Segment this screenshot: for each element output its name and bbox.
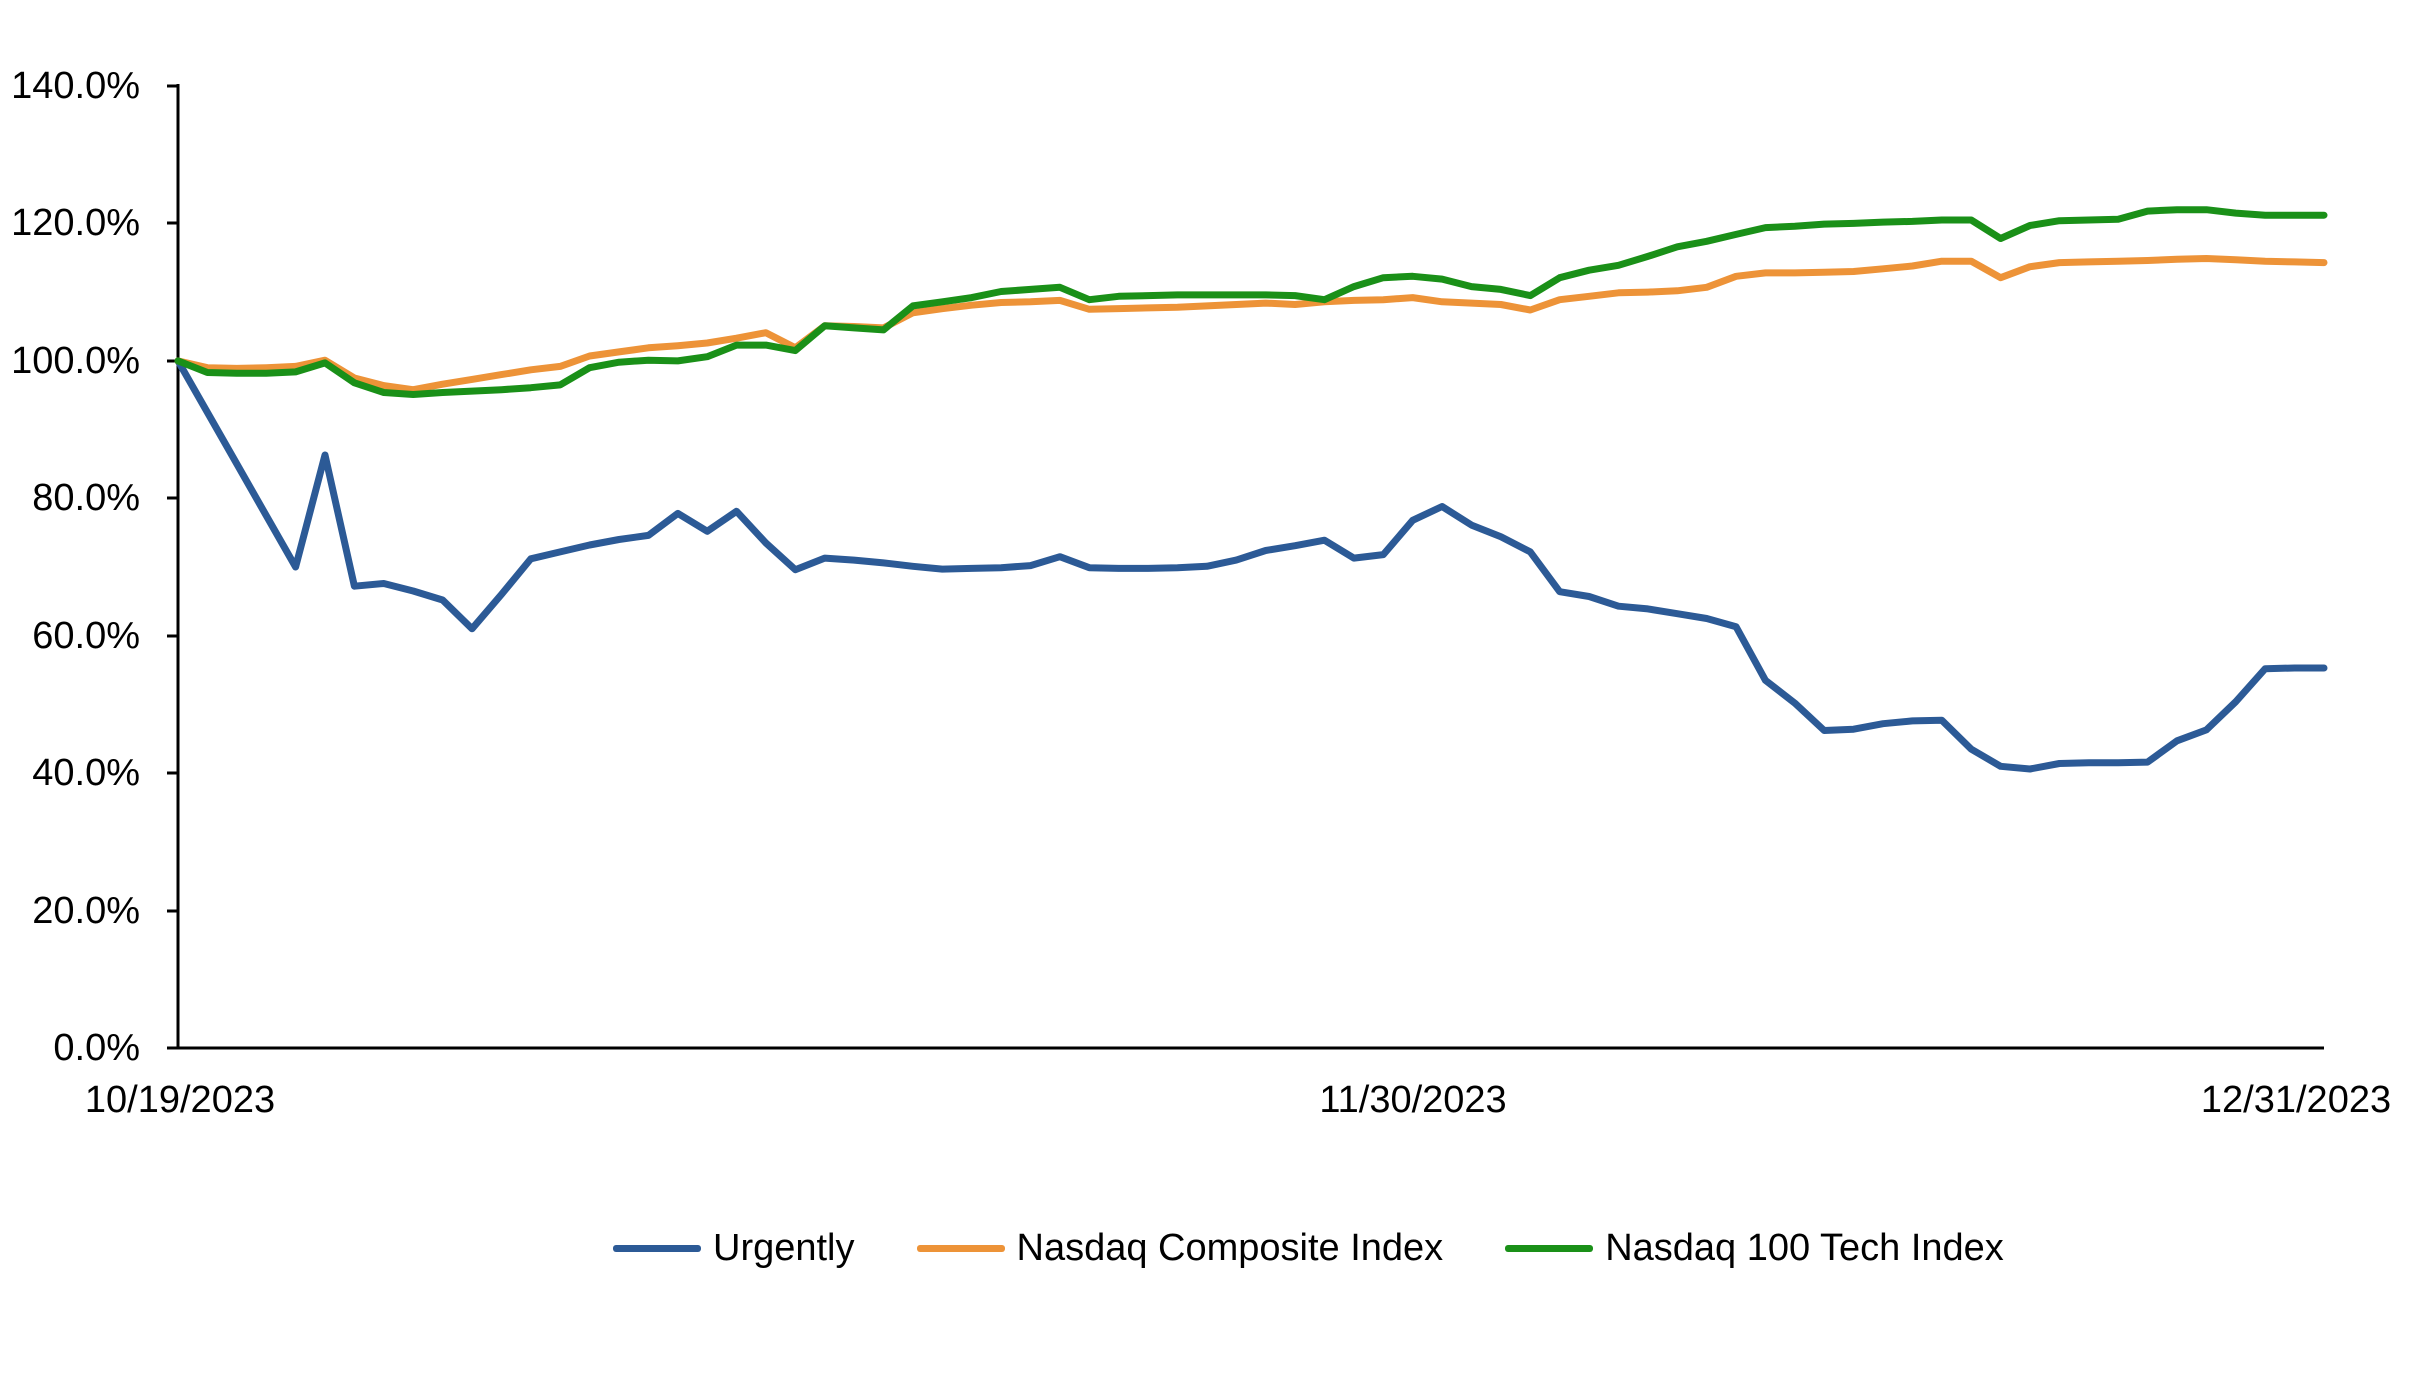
legend-swatch-nasdaq-100-tech-icon (1505, 1244, 1594, 1252)
legend-label-nasdaq-100-tech: Nasdaq 100 Tech Index (1605, 1226, 2004, 1269)
series-line-nasdaq-100-tech-index (174, 206, 2328, 398)
legend-item-nasdaq-composite: Nasdaq Composite Index (916, 1226, 1444, 1270)
legend: Urgently Nasdaq Composite Index Nasdaq 1… (613, 1222, 2004, 1274)
legend-label-nasdaq-composite: Nasdaq Composite Index (1016, 1226, 1444, 1269)
y-axis-label-60: 60.0% (32, 615, 140, 657)
x-axis-label-start: 10/19/2023 (84, 1079, 276, 1121)
series-line-urgently (174, 357, 2328, 773)
legend-label-urgently: Urgently (713, 1226, 855, 1269)
legend-item-urgently: Urgently (613, 1227, 855, 1270)
legend-swatch-nasdaq-composite-icon (916, 1244, 1005, 1252)
y-axis-label-140: 140.0% (11, 65, 140, 107)
series-line-nasdaq-composite-index (174, 255, 2328, 394)
series-lines (174, 206, 2328, 773)
y-axis-label-80: 80.0% (32, 477, 140, 519)
x-axis-label-end: 12/31/2023 (2200, 1079, 2392, 1121)
y-axis-label-40: 40.0% (32, 752, 140, 794)
x-axis-label-mid: 11/30/2023 (1319, 1079, 1507, 1121)
legend-item-nasdaq-100-tech: Nasdaq 100 Tech Index (1505, 1227, 2004, 1270)
y-axis-label-0: 0.0% (53, 1027, 140, 1069)
y-axis-label-20: 20.0% (32, 890, 140, 932)
y-axis-ticks (167, 84, 178, 1050)
y-axis-label-100: 100.0% (11, 340, 140, 382)
y-axis-label-120: 120.0% (11, 202, 140, 244)
legend-swatch-urgently-icon (613, 1244, 701, 1252)
